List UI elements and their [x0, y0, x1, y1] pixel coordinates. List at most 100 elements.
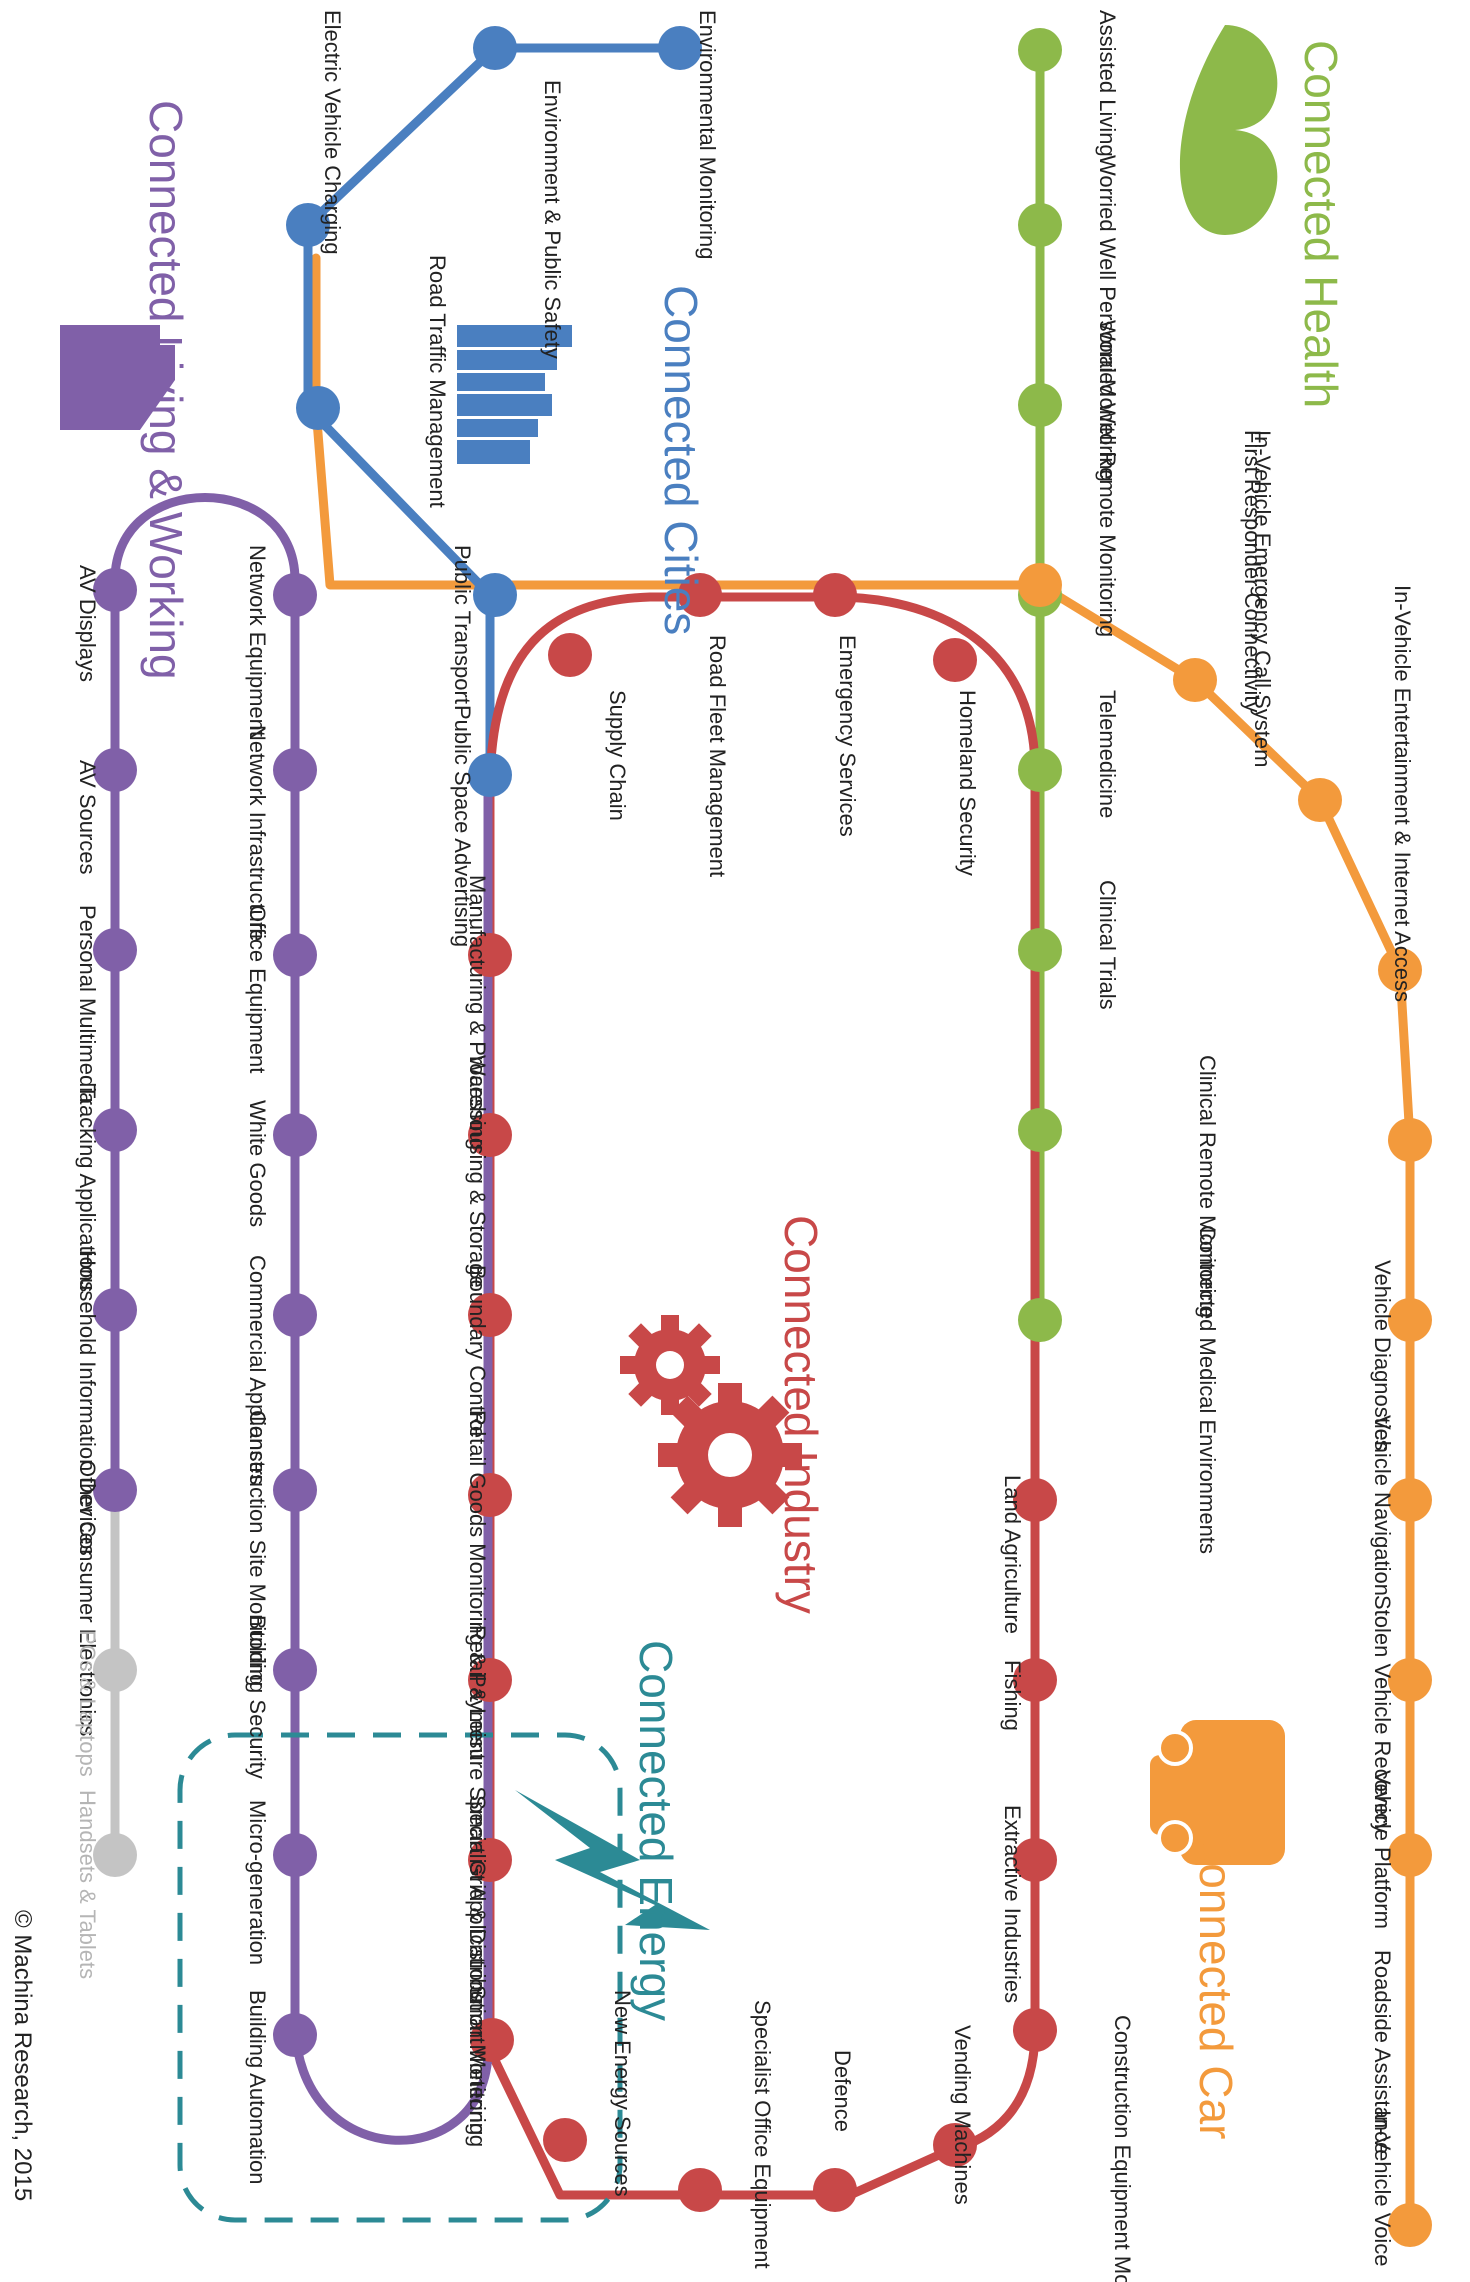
cities-station-label: Environment & Public Safety — [540, 80, 565, 359]
living-title: Connected Living & Working — [140, 100, 192, 680]
lightning-icon — [515, 1790, 710, 1930]
health-station-dot — [1018, 1108, 1062, 1152]
industry-station-dot — [468, 1658, 512, 1702]
car-station-label: Vehicle Platform — [1370, 1770, 1395, 1929]
health-station-label: Clinical Trials — [1095, 880, 1120, 1010]
copyright-notice: © Machina Research, 2015 — [9, 1910, 36, 2201]
car-station-dot — [1388, 2203, 1432, 2247]
industry-station-dot — [548, 633, 592, 677]
industry-station-dot — [468, 1473, 512, 1517]
health-station-label: Worried Well Remote Monitoring — [1095, 320, 1120, 637]
car-station-dot — [1298, 778, 1342, 822]
living-station-label: AV Sources — [75, 760, 100, 875]
cities-title: Connected Cities — [655, 285, 707, 635]
industry-station-dot — [470, 2018, 514, 2062]
health-station-label: Clinical Remote Monitoring — [1195, 1055, 1220, 1318]
living-station-dot — [273, 1648, 317, 1692]
living-station-dot — [93, 1833, 137, 1877]
industry-station-dot — [468, 1113, 512, 1157]
car-station-dot — [1388, 1478, 1432, 1522]
industry-station-dot — [543, 2118, 587, 2162]
industry-title: Connected Industry — [775, 1215, 827, 1614]
city-buildings-icon — [457, 325, 572, 464]
living-station-label: Tracking Applications — [75, 1085, 100, 1292]
health-station-dot — [1018, 383, 1062, 427]
living-station-label: Network Infrastructure — [245, 725, 270, 941]
car-station-label: Roadside Assistance — [1370, 1950, 1395, 2154]
living-station-dot — [273, 1833, 317, 1877]
living-station-dot — [273, 1468, 317, 1512]
car-icon — [1150, 1720, 1285, 1865]
car-title: Connected Car — [1190, 1830, 1242, 2139]
industry-station-dot — [1013, 1478, 1057, 1522]
health-station-label: Assisted Living — [1095, 10, 1120, 157]
cities-station-label: Public Transport — [450, 545, 475, 704]
living-station-label: Household Information Devices — [75, 1250, 100, 1556]
cities-station-dot — [658, 26, 702, 70]
industry-station-dot — [813, 573, 857, 617]
industry-station-label: Homeland Security — [955, 690, 980, 876]
living-station-label: Commercial Appliances — [245, 1255, 270, 1485]
industry-station-label: Construction Equipment Monitoring — [1110, 2015, 1135, 2282]
industry-station-label: Land Agriculture — [1000, 1475, 1025, 1634]
industry-station-label: Vending Machines — [950, 2025, 975, 2205]
industry-station-label: Emergency Services — [835, 635, 860, 837]
industry-station-dot — [468, 1838, 512, 1882]
industry-station-label: Supply Chain — [605, 690, 630, 821]
cities-station-dot — [473, 26, 517, 70]
industry-station-label: Extractive Industries — [1000, 1805, 1025, 2003]
car-station-label: In-Vehicle Emergency Call System — [1250, 430, 1275, 767]
industry-station-label: New Energy Sources — [610, 1990, 635, 2197]
industry-station-dot — [678, 2168, 722, 2212]
living-station-label: Building Automation — [245, 1990, 270, 2184]
health-station-label: First Responder Connectivity — [1240, 430, 1265, 712]
industry-station-dot — [813, 2168, 857, 2212]
car-station-dot — [1173, 658, 1217, 702]
industry-station-dot — [933, 638, 977, 682]
cities-station-dot — [468, 753, 512, 797]
cities-station-dot — [296, 386, 340, 430]
health-station-label: Telemedicine — [1095, 690, 1120, 818]
car-station-dot — [1388, 1298, 1432, 1342]
industry-station-label: Fishing — [1000, 1660, 1025, 1731]
living-station-label: Building Security — [245, 1615, 270, 1779]
gears-icon — [620, 1315, 802, 1527]
industry-station-dot — [1013, 2008, 1057, 2052]
living-station-dot — [93, 1108, 137, 1152]
living-station-dot — [93, 1648, 137, 1692]
living-station-dot — [273, 933, 317, 977]
health-station-dot — [1018, 28, 1062, 72]
living-station-label: AV Displays — [75, 565, 100, 682]
cities-line — [303, 43, 685, 780]
living-station-label: PCs & Laptops — [75, 1630, 100, 1777]
industry-station-label: Retail Goods Monitoring & Payment — [465, 1410, 490, 1760]
car-station-label: In-Vehicle Voice — [1370, 2110, 1395, 2267]
car-station-dot — [1378, 948, 1422, 992]
cities-station-label: Electric Vehicle Charging — [320, 10, 345, 255]
living-station-label: Construction Site Monitoring — [245, 1410, 270, 1686]
living-station-dot — [273, 573, 317, 617]
car-station-label: Vehicle Diagnostics — [1370, 1260, 1395, 1451]
car-station-dot — [1388, 1833, 1432, 1877]
health-title: Connected Health — [1295, 40, 1347, 408]
health-station-dot — [1018, 748, 1062, 792]
cities-station-label: Environmental Monitoring — [695, 10, 720, 259]
industry-station-dot — [468, 1293, 512, 1337]
energy-zone-boundary — [177, 1732, 623, 2223]
cities-station-label: Road Traffic Management — [425, 255, 450, 508]
living-station-label: Personal Multimedia — [75, 905, 100, 1105]
industry-station-dot — [468, 933, 512, 977]
living-station-label: White Goods — [245, 1100, 270, 1227]
health-station-label: Worried Well Personal Monitoring — [1095, 155, 1120, 482]
energy-title: Connected Energy — [630, 1640, 682, 2021]
living-station-dot — [93, 1288, 137, 1332]
health-station-dot — [1018, 928, 1062, 972]
living-station-dot — [93, 568, 137, 612]
industry-station-label: Manufacturing & Processing — [465, 875, 490, 1150]
living-station-label: Office Equipment — [245, 905, 270, 1073]
cities-station-dot — [473, 573, 517, 617]
living-station-dot — [273, 1113, 317, 1157]
industry-station-dot — [933, 2123, 977, 2167]
living-station-dot — [273, 2013, 317, 2057]
industry-station-label: Boundary Control — [465, 1265, 490, 1436]
